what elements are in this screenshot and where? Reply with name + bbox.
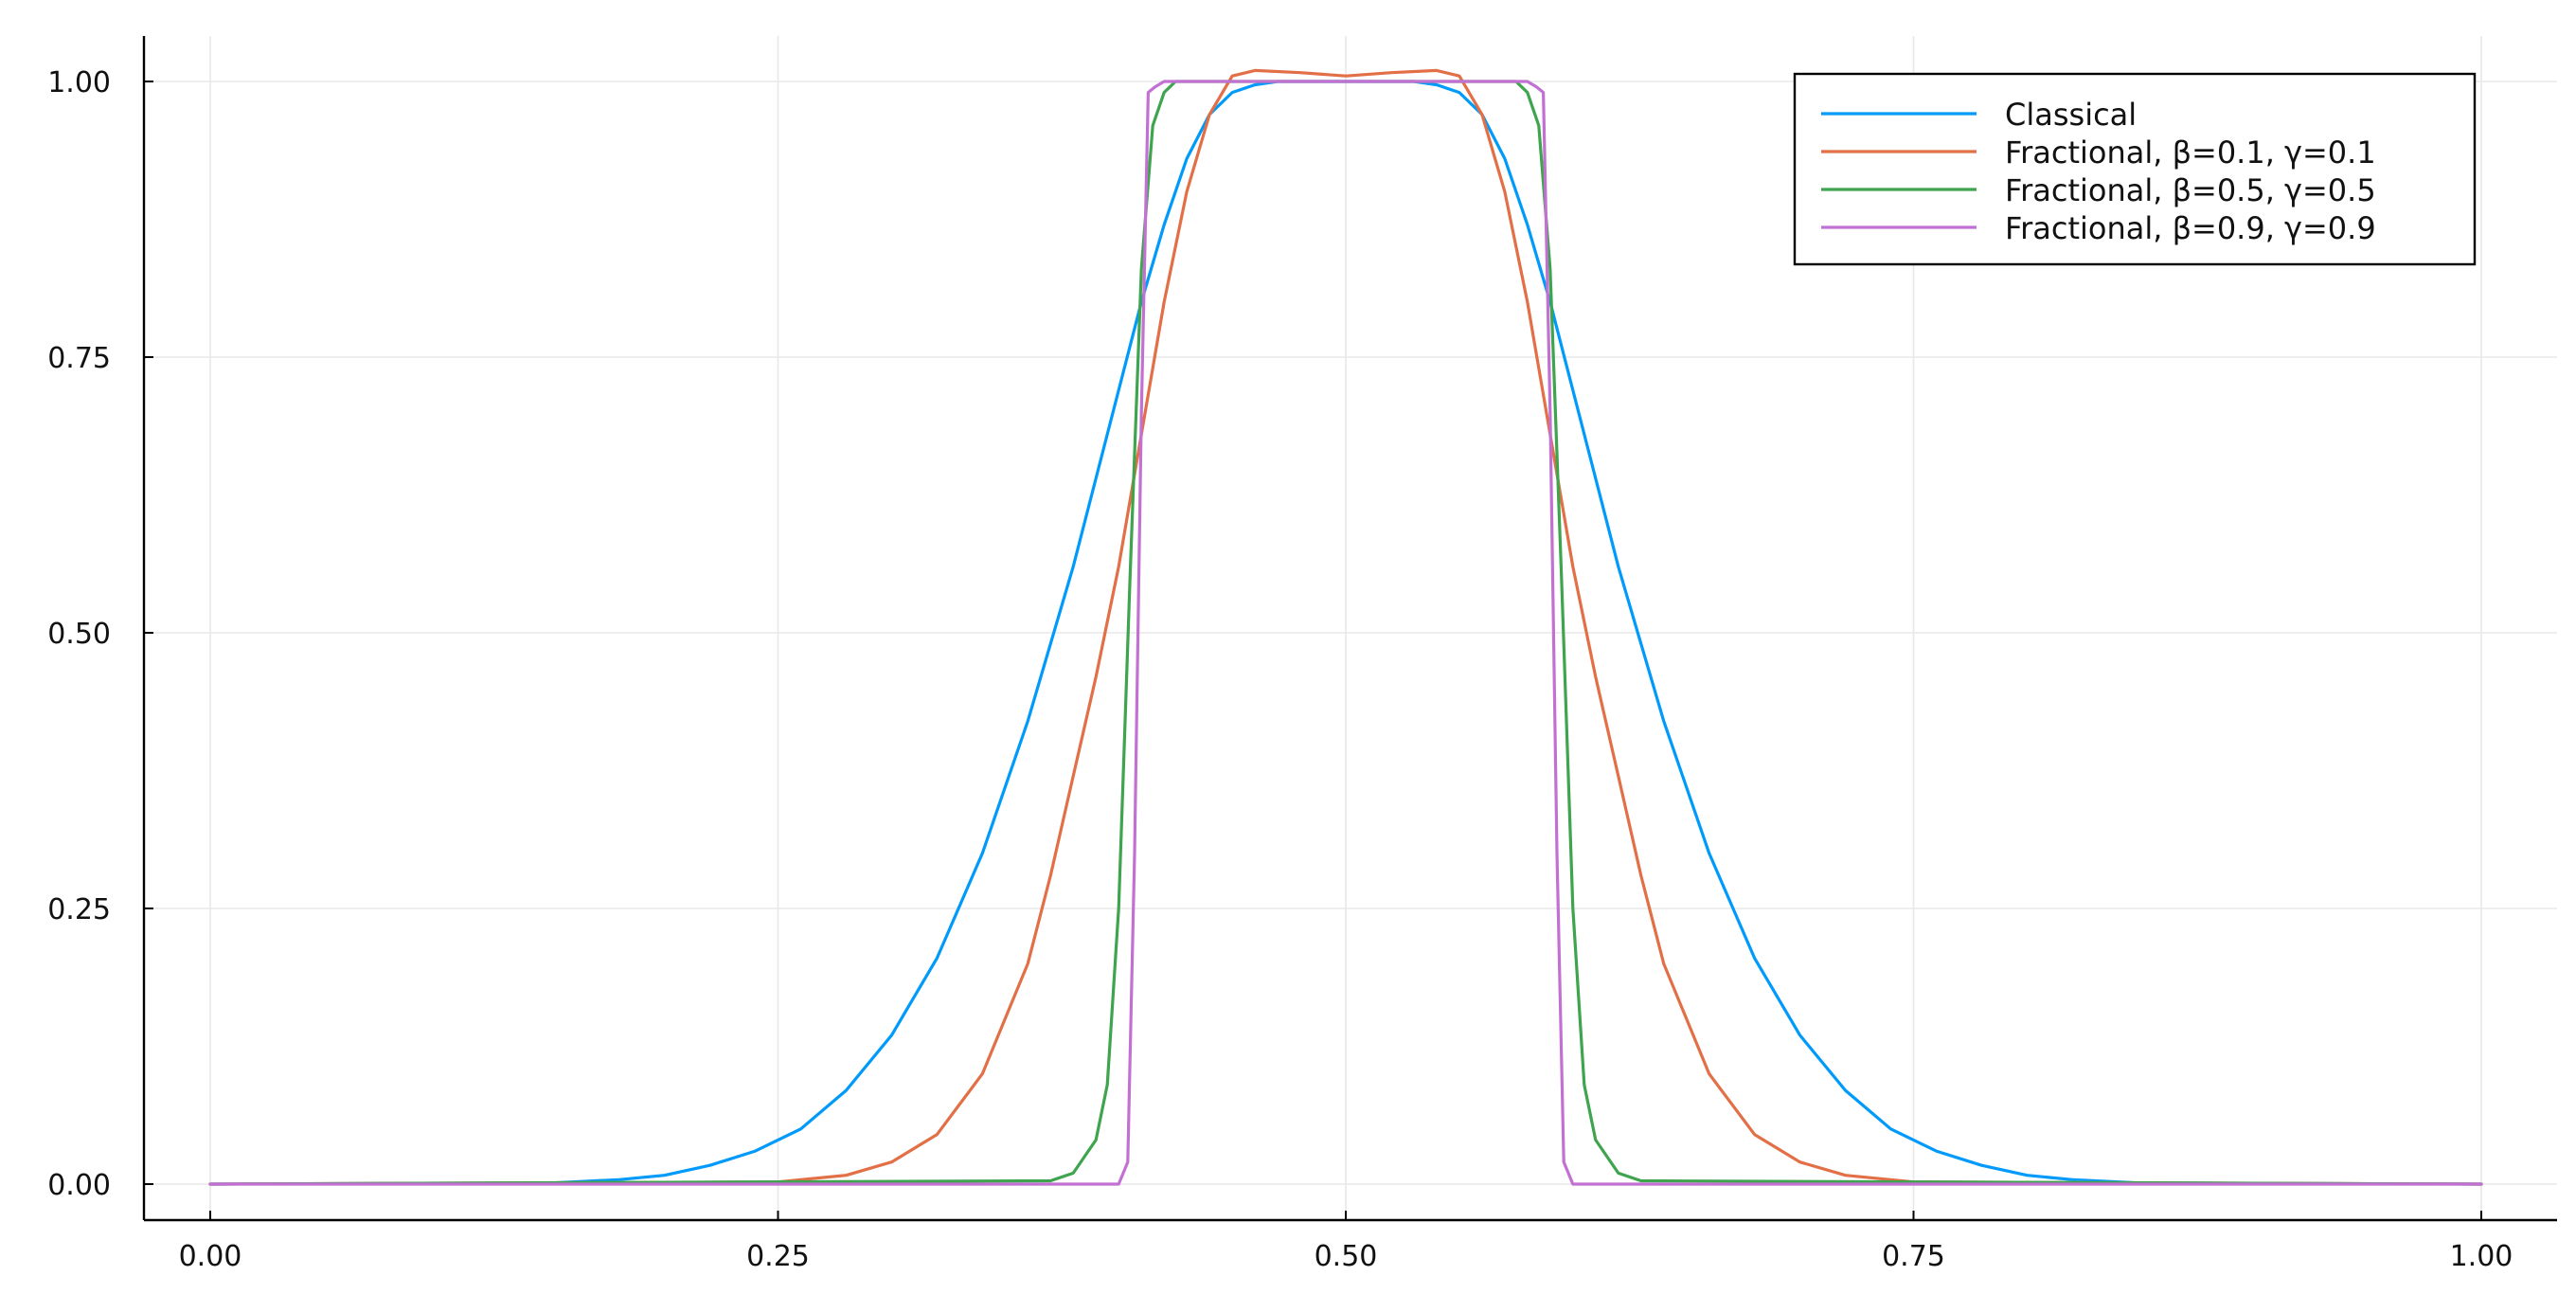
- legend-label-fractional-0-9: Fractional, β=0.9, γ=0.9: [2005, 210, 2376, 246]
- legend-label-classical: Classical: [2005, 97, 2137, 133]
- legend: Classical Fractional, β=0.1, γ=0.1 Fract…: [1793, 72, 2477, 266]
- y-tick-label: 0.00: [47, 1169, 111, 1202]
- tick-labels: 0.00 0.25 0.50 0.75 1.00 0.00 0.25 0.50 0.75 1.00: [47, 66, 2513, 1273]
- axes: [142, 36, 2557, 1222]
- legend-label-fractional-0-1: Fractional, β=0.1, γ=0.1: [2005, 135, 2376, 171]
- x-tick-label: 0.75: [1882, 1240, 1945, 1273]
- series-line-1: [208, 68, 2483, 1186]
- y-tick-label: 0.50: [47, 618, 111, 651]
- series-lines: [208, 68, 2483, 1186]
- legend-box: [1793, 72, 2477, 266]
- x-tick-label: 0.50: [1315, 1240, 1378, 1273]
- y-tick-label: 0.25: [47, 893, 111, 926]
- x-tick-label: 1.00: [2450, 1240, 2513, 1273]
- x-tick-label: 0.00: [179, 1240, 242, 1273]
- legend-label-fractional-0-5: Fractional, β=0.5, γ=0.5: [2005, 172, 2376, 208]
- y-tick-label: 0.75: [47, 342, 111, 375]
- series-line-3: [208, 80, 2483, 1186]
- y-tick-label: 1.00: [47, 66, 111, 99]
- x-tick-label: 0.25: [746, 1240, 810, 1273]
